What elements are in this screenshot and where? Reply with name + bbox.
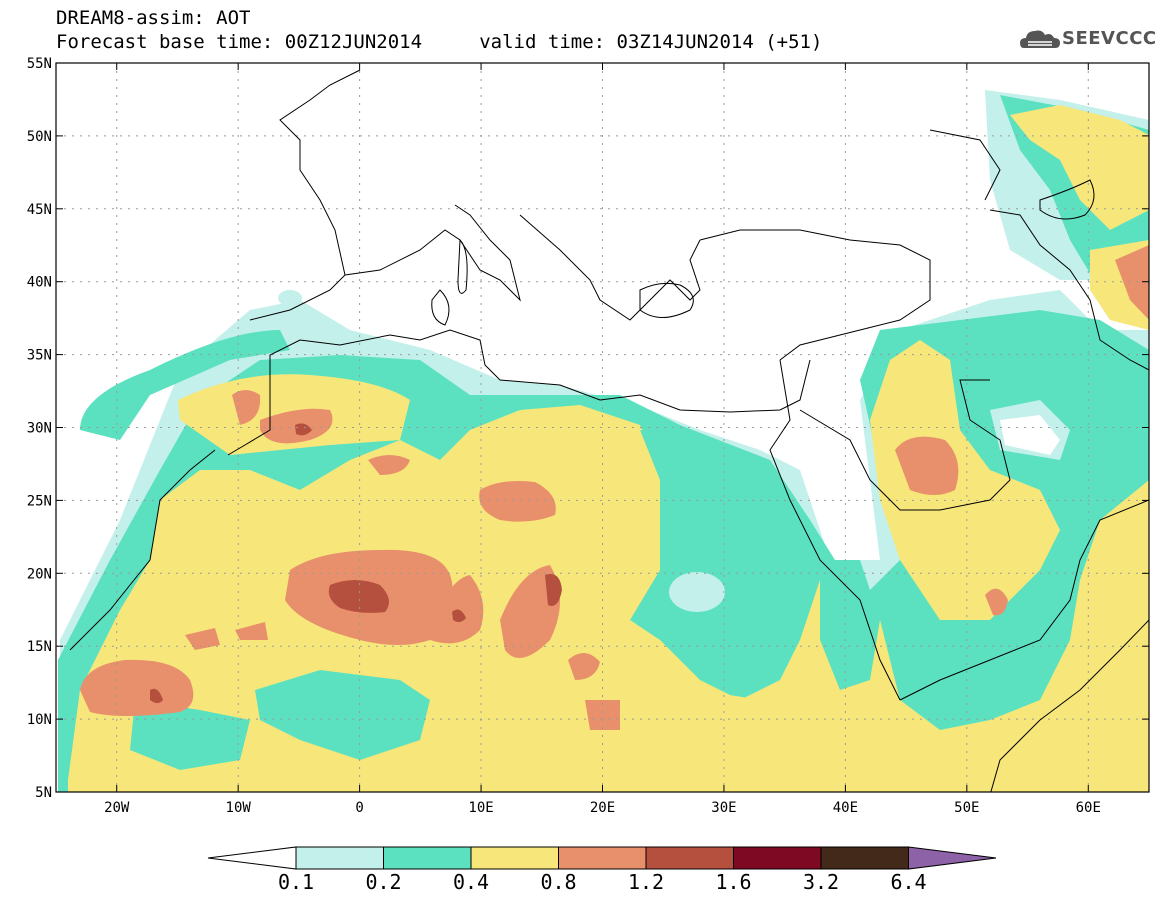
cloud-icon bbox=[1020, 30, 1060, 48]
colorbar: 0.1 0.2 0.4 0.8 1.2 1.6 3.2 6.4 bbox=[207, 846, 997, 894]
lat-label: 25N bbox=[27, 493, 52, 509]
seevccc-logo: SEEVCCC bbox=[1018, 24, 1156, 56]
lat-label: 15N bbox=[27, 639, 52, 655]
colorbar-level-label: 0.8 bbox=[540, 870, 576, 894]
colorbar-bin bbox=[820, 846, 909, 870]
colorbar-low-arrow bbox=[207, 846, 297, 870]
lat-label: 40N bbox=[27, 275, 52, 291]
colorbar-level-label: 1.2 bbox=[628, 870, 664, 894]
lon-label: 10E bbox=[468, 800, 493, 816]
forecast-times: Forecast base time: 00Z12JUN2014 valid t… bbox=[56, 31, 823, 53]
graticule: 55N 50N 45N 40N 35N 30N 25N 20N 15N 10N 5N 20W 10W 0 1… bbox=[27, 56, 1149, 816]
lon-label: 60E bbox=[1076, 800, 1101, 816]
colorbar-level-label: 1.6 bbox=[715, 870, 751, 894]
lon-label: 30E bbox=[711, 800, 736, 816]
lat-label: 50N bbox=[27, 129, 52, 145]
colorbar-bin bbox=[383, 846, 472, 870]
colorbar-level-label: 3.2 bbox=[803, 870, 839, 894]
lat-label: 45N bbox=[27, 202, 52, 218]
lat-label: 20N bbox=[27, 566, 52, 582]
lat-label: 30N bbox=[27, 421, 52, 437]
colorbar-level-label: 6.4 bbox=[890, 870, 926, 894]
coastlines-borders bbox=[69, 69, 1149, 792]
colorbar-level-label: 0.4 bbox=[453, 870, 489, 894]
logo-label: SEEVCCC bbox=[1062, 28, 1157, 49]
lon-label: 10W bbox=[226, 800, 252, 816]
aot-field bbox=[58, 90, 1149, 792]
lon-label: 20E bbox=[590, 800, 615, 816]
colorbar-bin bbox=[733, 846, 822, 870]
lat-label: 5N bbox=[35, 785, 52, 801]
map-title: DREAM8-assim: AOT bbox=[56, 7, 251, 29]
colorbar-bin bbox=[645, 846, 734, 870]
colorbar-high-arrow bbox=[908, 846, 997, 870]
lon-label: 20W bbox=[104, 800, 130, 816]
colorbar-level-label: 0.2 bbox=[365, 870, 401, 894]
colorbar-bin bbox=[558, 846, 647, 870]
colorbar-bin bbox=[470, 846, 559, 870]
lon-label: 50E bbox=[954, 800, 979, 816]
colorbar-bin bbox=[295, 846, 384, 870]
lat-label: 55N bbox=[27, 56, 52, 72]
colorbar-level-label: 0.1 bbox=[278, 870, 314, 894]
lat-label: 10N bbox=[27, 712, 52, 728]
lat-label: 35N bbox=[27, 348, 52, 364]
lon-label: 0 bbox=[355, 800, 363, 816]
lon-label: 40E bbox=[833, 800, 858, 816]
